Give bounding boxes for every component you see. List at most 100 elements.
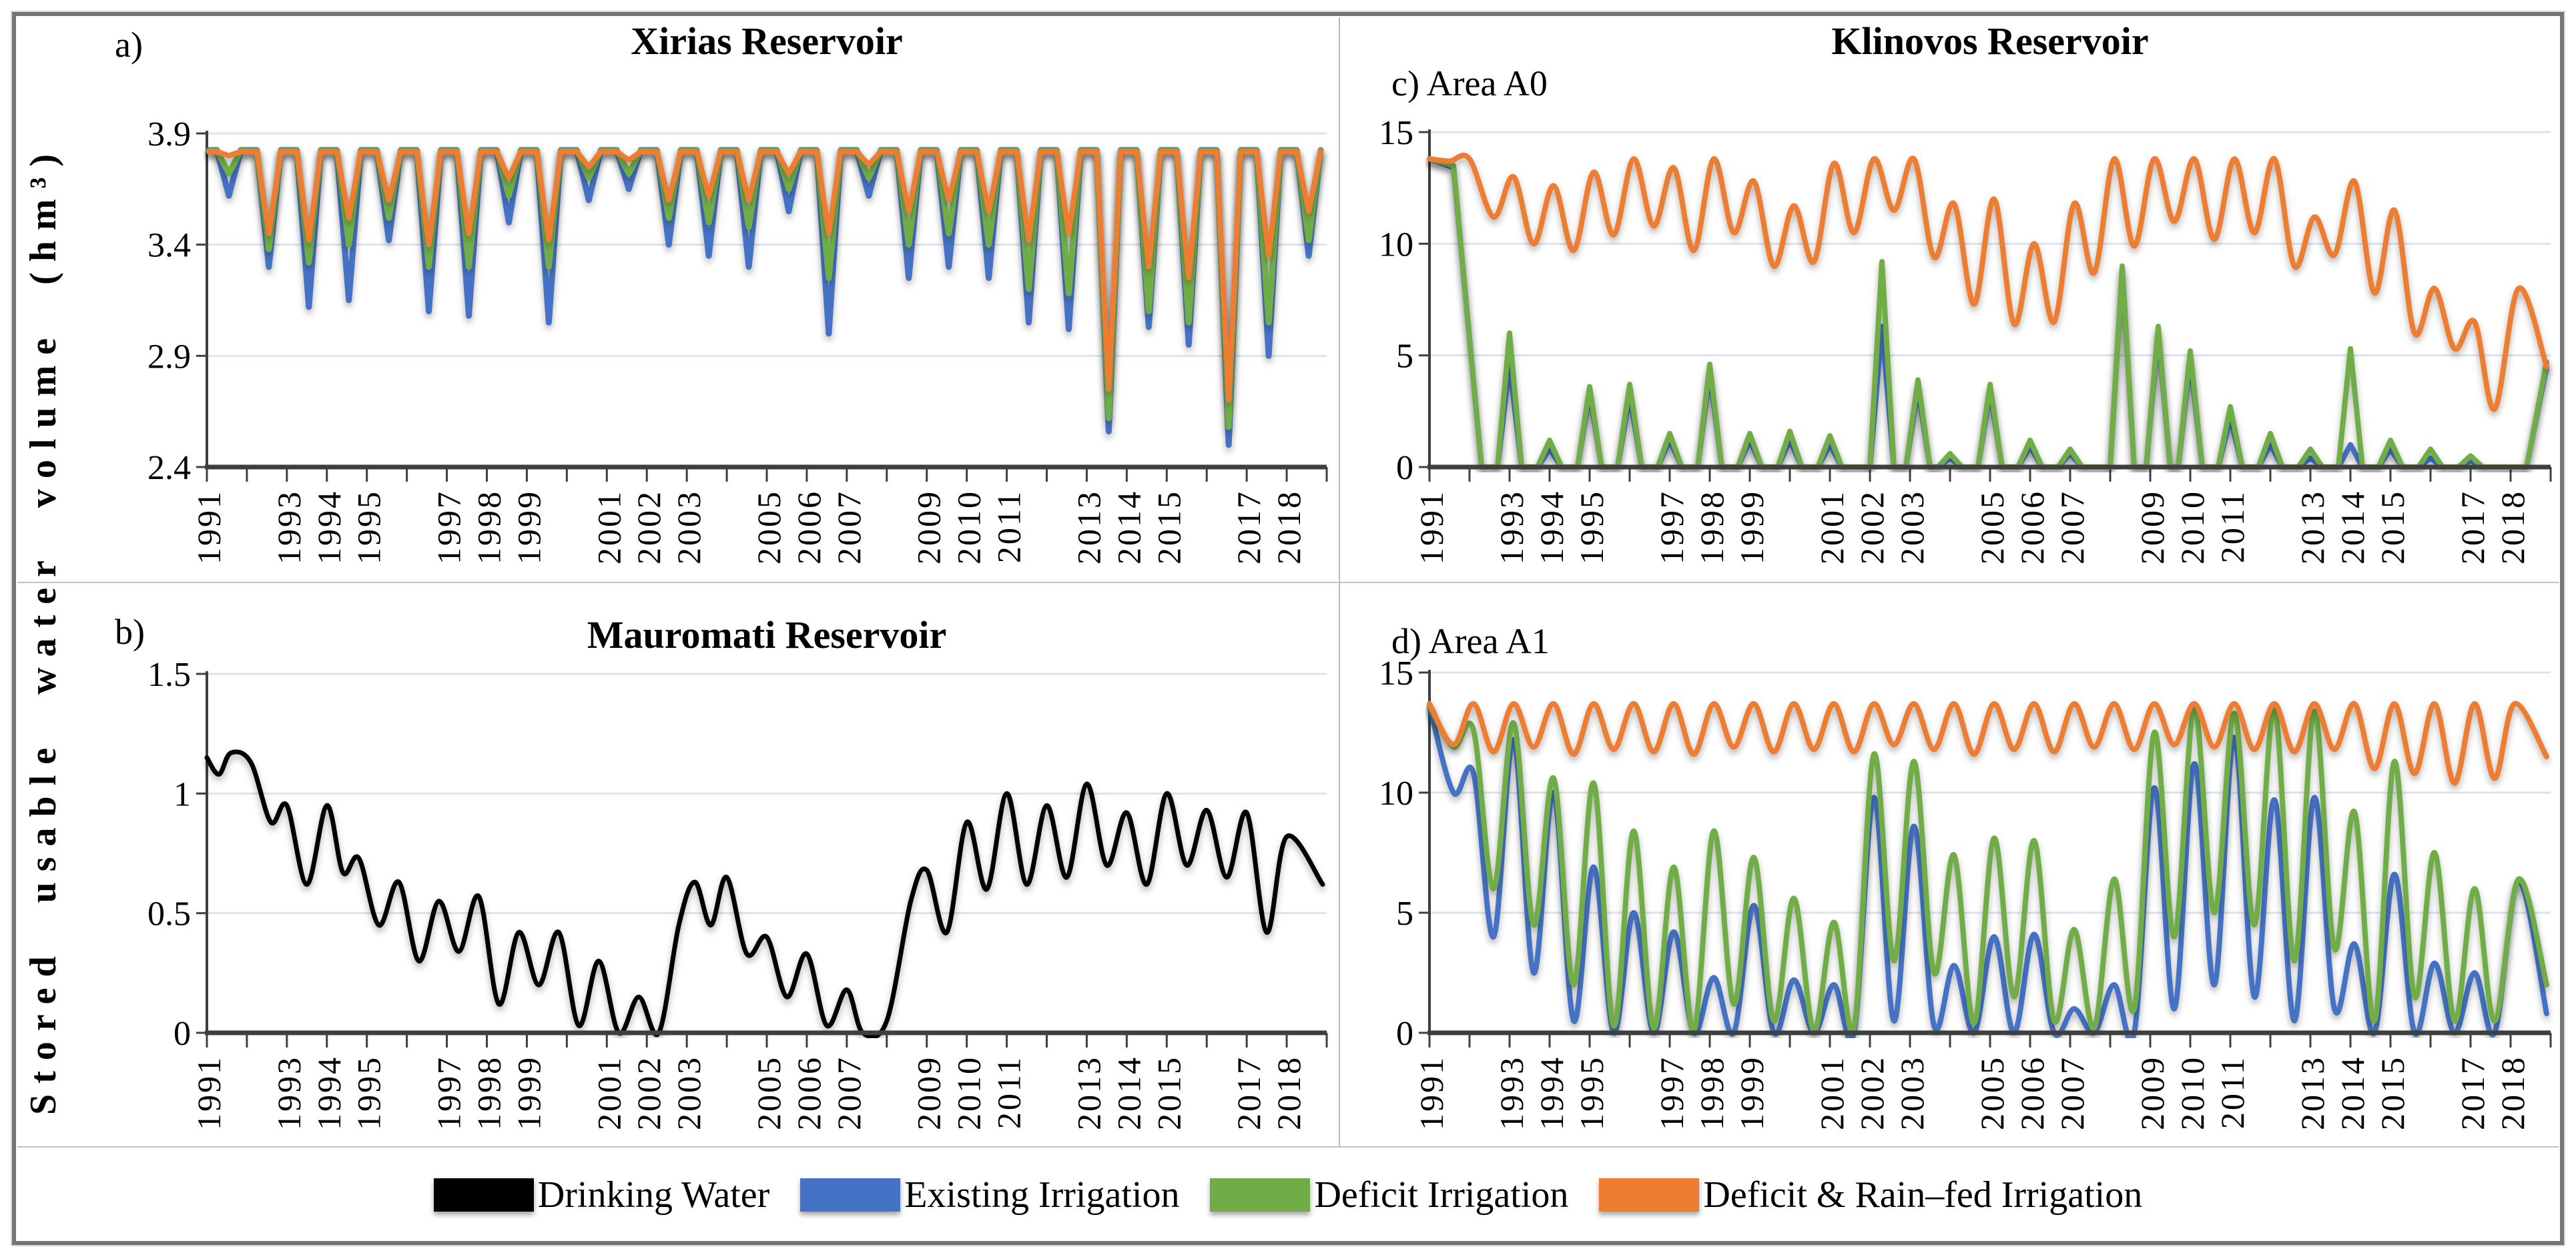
svg-text:2001: 2001 (590, 1056, 627, 1130)
panel-d-label: d) Area A1 (1391, 621, 1550, 661)
svg-text:2.9: 2.9 (147, 338, 191, 376)
svg-text:2006: 2006 (790, 490, 828, 564)
svg-text:1999: 1999 (1733, 1056, 1770, 1130)
svg-text:0: 0 (1396, 1015, 1413, 1053)
legend-label-drinking-water: Drinking Water (537, 1174, 770, 1216)
svg-text:1999: 1999 (1733, 490, 1770, 564)
panel-c-title: Klinovos Reservoir (1831, 19, 2149, 63)
svg-text:2009: 2009 (910, 1056, 948, 1130)
svg-text:2002: 2002 (1853, 490, 1891, 564)
svg-text:3.4: 3.4 (147, 227, 191, 265)
svg-text:2001: 2001 (1813, 1056, 1851, 1130)
svg-text:2003: 2003 (1893, 1056, 1931, 1130)
svg-text:2001: 2001 (590, 490, 627, 564)
svg-text:0: 0 (1396, 449, 1413, 487)
svg-text:2003: 2003 (670, 490, 707, 564)
legend-item-deficit-rainfed-irrigation: Deficit & Rain–fed Irrigation (1599, 1174, 2142, 1216)
panel-b-title: Mauromati Reservoir (587, 613, 947, 657)
svg-text:1993: 1993 (1493, 1056, 1530, 1130)
svg-text:10: 10 (1379, 775, 1413, 813)
panel-a-title: Xirias Reservoir (631, 19, 903, 63)
svg-text:2007: 2007 (2053, 490, 2091, 564)
svg-text:2003: 2003 (670, 1056, 707, 1130)
svg-text:1994: 1994 (310, 1056, 348, 1130)
svg-text:1998: 1998 (1693, 490, 1730, 564)
legend: Drinking Water Existing Irrigation Defic… (17, 1158, 2559, 1232)
svg-text:1998: 1998 (470, 1056, 508, 1130)
svg-text:1997: 1997 (430, 490, 468, 564)
svg-text:1991: 1991 (1413, 490, 1450, 564)
svg-text:2002: 2002 (1853, 1056, 1891, 1130)
svg-text:2015: 2015 (2374, 1056, 2411, 1130)
svg-text:2013: 2013 (1070, 490, 1107, 564)
svg-text:1995: 1995 (1573, 1056, 1610, 1130)
svg-text:2010: 2010 (950, 490, 988, 564)
svg-text:15: 15 (1379, 114, 1413, 152)
svg-text:1991: 1991 (1413, 1056, 1450, 1130)
svg-text:1991: 1991 (190, 490, 228, 564)
svg-text:2002: 2002 (630, 1056, 667, 1130)
panel-c-label: c) Area A0 (1391, 63, 1548, 103)
svg-text:2013: 2013 (2294, 490, 2331, 564)
svg-text:2003: 2003 (1893, 490, 1931, 564)
legend-label-deficit-rainfed-irrigation: Deficit & Rain–fed Irrigation (1703, 1174, 2143, 1216)
svg-text:2014: 2014 (2334, 490, 2371, 564)
svg-text:2017: 2017 (2454, 490, 2491, 564)
legend-swatch-deficit-irrigation (1210, 1178, 1311, 1212)
svg-text:10: 10 (1379, 226, 1413, 264)
legend-item-existing-irrigation: Existing Irrigation (800, 1174, 1179, 1216)
svg-text:1991: 1991 (190, 1056, 228, 1130)
svg-text:2009: 2009 (2134, 490, 2171, 564)
svg-text:2005: 2005 (750, 1056, 787, 1130)
svg-text:2009: 2009 (2134, 1056, 2171, 1130)
svg-text:0: 0 (174, 1015, 191, 1053)
svg-text:15: 15 (1379, 655, 1413, 693)
svg-text:1997: 1997 (1653, 490, 1690, 564)
svg-text:2014: 2014 (1110, 490, 1147, 564)
svg-text:1998: 1998 (470, 490, 508, 564)
svg-text:2011: 2011 (2214, 490, 2251, 563)
svg-text:2018: 2018 (1270, 1056, 1307, 1130)
svg-text:2015: 2015 (1150, 1056, 1187, 1130)
svg-text:3.9: 3.9 (147, 115, 191, 153)
svg-text:2007: 2007 (830, 1056, 868, 1130)
legend-label-deficit-irrigation: Deficit Irrigation (1314, 1174, 1569, 1216)
svg-text:2011: 2011 (2214, 1056, 2251, 1129)
legend-label-existing-irrigation: Existing Irrigation (904, 1174, 1180, 1216)
svg-text:2005: 2005 (1973, 1056, 2011, 1130)
legend-divider-line (17, 1146, 2559, 1148)
svg-text:2006: 2006 (2013, 1056, 2051, 1130)
svg-text:1995: 1995 (350, 490, 388, 564)
legend-item-deficit-irrigation: Deficit Irrigation (1210, 1174, 1568, 1216)
svg-text:2.4: 2.4 (147, 449, 191, 487)
svg-text:1997: 1997 (1653, 1056, 1690, 1130)
legend-swatch-deficit-rainfed-irrigation (1599, 1178, 1700, 1212)
svg-text:2007: 2007 (2053, 1056, 2091, 1130)
svg-text:1993: 1993 (270, 490, 308, 564)
svg-text:1999: 1999 (510, 490, 547, 564)
row-divider-line (17, 582, 2559, 583)
svg-text:2010: 2010 (950, 1056, 988, 1130)
legend-swatch-drinking-water (433, 1178, 534, 1212)
svg-text:2001: 2001 (1813, 490, 1851, 564)
svg-text:2015: 2015 (2374, 490, 2411, 564)
svg-text:2002: 2002 (630, 490, 667, 564)
svg-text:2017: 2017 (1230, 1056, 1267, 1130)
panel-a-label: a) (115, 25, 143, 65)
svg-text:1994: 1994 (310, 490, 348, 564)
svg-text:1: 1 (174, 775, 191, 813)
svg-text:2011: 2011 (990, 490, 1028, 563)
svg-text:2010: 2010 (2174, 490, 2211, 564)
svg-text:2018: 2018 (2494, 490, 2531, 564)
svg-text:2013: 2013 (1070, 1056, 1107, 1130)
svg-text:1993: 1993 (270, 1056, 308, 1130)
svg-text:2010: 2010 (2174, 1056, 2211, 1130)
svg-text:2018: 2018 (1270, 490, 1307, 564)
svg-text:5: 5 (1396, 895, 1413, 933)
legend-item-drinking-water: Drinking Water (433, 1174, 770, 1216)
svg-text:2011: 2011 (990, 1056, 1028, 1129)
svg-text:1999: 1999 (510, 1056, 547, 1130)
svg-text:2013: 2013 (2294, 1056, 2331, 1130)
